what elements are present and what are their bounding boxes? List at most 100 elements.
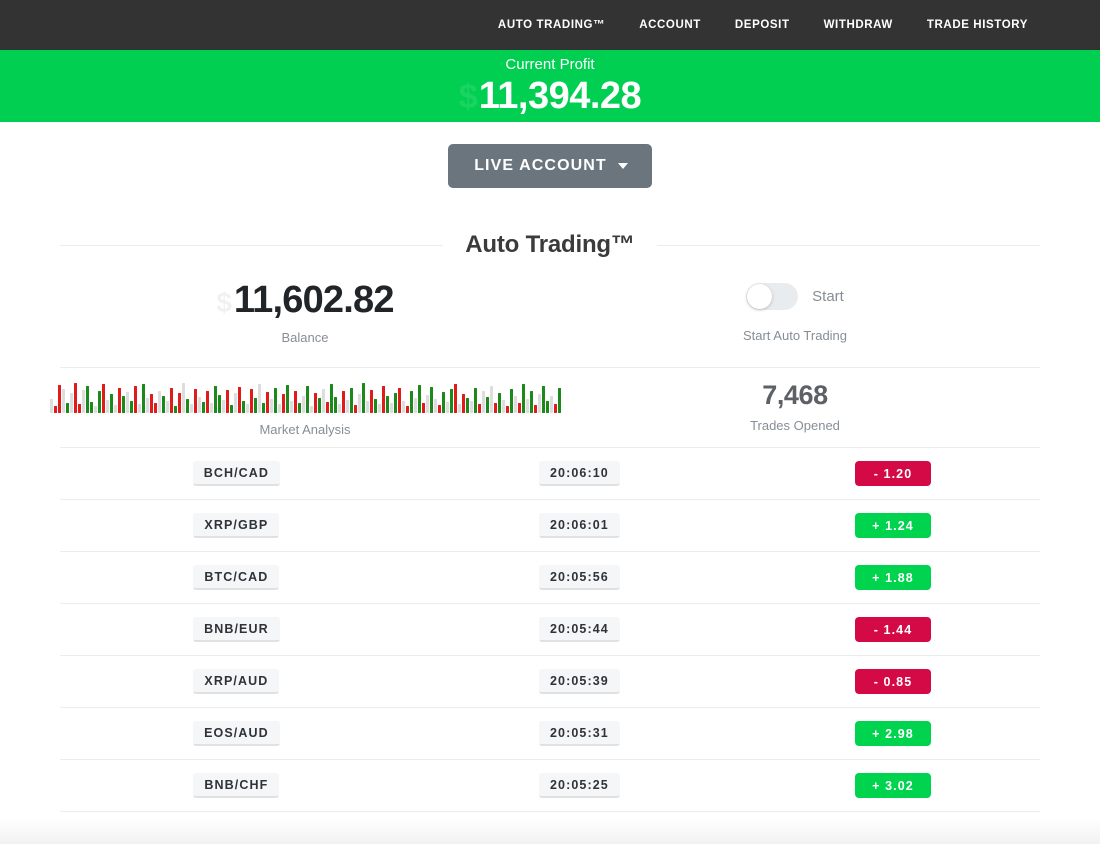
trade-profit-cell: + 3.02: [746, 773, 1040, 798]
trade-time-cell: 20:05:25: [413, 773, 746, 798]
market-analysis-cell: Market Analysis: [49, 368, 561, 447]
chart-bar: [269, 399, 273, 413]
currency-symbol: $: [458, 78, 478, 116]
chart-bar: [529, 390, 533, 413]
chart-bar: [177, 393, 181, 413]
chart-bar: [301, 395, 305, 413]
chart-bar: [385, 396, 389, 413]
trade-pair-chip: XRP/AUD: [193, 669, 280, 694]
chart-bar: [393, 392, 397, 413]
balance-currency-symbol: $: [216, 287, 232, 319]
balance-value: 11,602.82: [233, 279, 395, 322]
chart-bar: [541, 385, 545, 413]
chart-bar: [73, 382, 77, 413]
chart-bar: [441, 391, 445, 413]
trade-pair-chip: BCH/CAD: [192, 461, 281, 486]
chart-bar: [401, 400, 405, 413]
chart-bar: [61, 389, 65, 413]
chart-bar: [277, 404, 281, 413]
trade-pair-cell: XRP/GBP: [60, 513, 413, 538]
chart-bar: [453, 384, 457, 413]
trades-opened-label: Trades Opened: [750, 418, 840, 433]
nav-deposit[interactable]: DEPOSIT: [734, 19, 790, 31]
stats-panel: $ 11,602.82 Balance Start Start Auto Tra…: [49, 259, 1040, 448]
stats-row-market: Market Analysis 7,468 Trades Opened: [49, 368, 1040, 448]
table-row[interactable]: BNB/EUR 20:05:44 - 1.44: [60, 604, 1040, 656]
chart-bar: [221, 400, 225, 413]
nav-withdraw[interactable]: WITHDRAW: [823, 19, 893, 31]
chart-bar: [137, 403, 141, 413]
chart-bar: [517, 403, 521, 413]
chart-bar: [253, 397, 257, 413]
bottom-fade-overlay: [0, 818, 1100, 844]
live-account-button-label: LIVE ACCOUNT: [474, 157, 607, 174]
chart-bar: [237, 386, 241, 413]
chart-bar: [533, 405, 537, 413]
trade-pair-cell: XRP/AUD: [60, 669, 413, 694]
nav-trade-history[interactable]: TRADE HISTORY: [926, 19, 1028, 31]
chart-bar: [433, 399, 437, 413]
current-profit-value-group: $ 11,394.28: [458, 77, 642, 117]
chart-bar: [245, 403, 249, 413]
chart-bar: [377, 404, 381, 413]
chart-bar: [341, 391, 345, 413]
chart-bar: [461, 394, 465, 413]
chart-bar: [357, 393, 361, 413]
chart-bar: [425, 395, 429, 413]
chart-bar: [293, 390, 297, 413]
chart-bar: [229, 405, 233, 413]
chart-bar: [181, 383, 185, 413]
nav-account[interactable]: ACCOUNT: [639, 19, 701, 31]
chart-bar: [349, 387, 353, 413]
chart-bar: [49, 399, 53, 413]
chart-bar: [157, 390, 161, 413]
chart-bar: [281, 394, 285, 413]
chart-bar: [289, 400, 293, 413]
trade-profit-cell: - 1.20: [746, 461, 1040, 486]
account-selector-row: LIVE ACCOUNT: [0, 122, 1100, 188]
trade-time-chip: 20:05:39: [538, 669, 620, 694]
table-row[interactable]: BNB/CHF 20:05:25 + 3.02: [60, 760, 1040, 812]
chart-bar: [189, 404, 193, 413]
chart-bar: [297, 403, 301, 413]
chart-bar: [121, 396, 125, 413]
chart-bar: [93, 405, 97, 413]
live-account-button[interactable]: LIVE ACCOUNT: [448, 144, 652, 188]
chart-bar: [65, 403, 69, 413]
trade-profit-badge: + 3.02: [854, 773, 931, 798]
chart-bar: [513, 395, 517, 413]
table-row[interactable]: EOS/AUD 20:05:31 + 2.98: [60, 708, 1040, 760]
table-row[interactable]: XRP/GBP 20:06:01 + 1.24: [60, 500, 1040, 552]
table-row[interactable]: BTC/CAD 20:05:56 + 1.88: [60, 552, 1040, 604]
auto-trading-caption: Start Auto Trading: [742, 328, 848, 343]
trade-pair-chip: BTC/CAD: [193, 565, 280, 590]
chart-bar: [369, 390, 373, 413]
table-row[interactable]: XRP/AUD 20:05:39 - 0.85: [60, 656, 1040, 708]
trade-time-chip: 20:06:01: [538, 513, 620, 538]
chart-bar: [381, 385, 385, 413]
chart-bar: [473, 387, 477, 413]
chart-bar: [161, 395, 165, 413]
trade-pair-chip: BNB/EUR: [193, 617, 280, 642]
chart-bar: [241, 401, 245, 413]
chart-bar: [85, 385, 89, 413]
chart-bar: [485, 396, 489, 413]
chart-bar: [261, 402, 265, 413]
section-title-container: Auto Trading™: [60, 231, 1040, 259]
chart-bar: [193, 388, 197, 413]
auto-trading-toggle[interactable]: [746, 283, 799, 310]
chart-bar: [81, 390, 85, 413]
chart-bar: [429, 386, 433, 413]
auto-trading-toggle-line: Start: [746, 283, 844, 310]
table-row[interactable]: BCH/CAD 20:06:10 - 1.20: [60, 448, 1040, 500]
chart-bar: [505, 405, 509, 413]
chart-bar: [501, 400, 505, 413]
chart-bar: [333, 396, 337, 413]
chart-bar: [437, 405, 441, 413]
chart-bar: [265, 391, 269, 413]
trade-time-cell: 20:05:39: [413, 669, 746, 694]
nav-auto-trading[interactable]: AUTO TRADING™: [497, 19, 606, 31]
chart-bar: [469, 401, 473, 413]
chart-bar: [69, 392, 73, 413]
chart-bar: [465, 398, 469, 413]
